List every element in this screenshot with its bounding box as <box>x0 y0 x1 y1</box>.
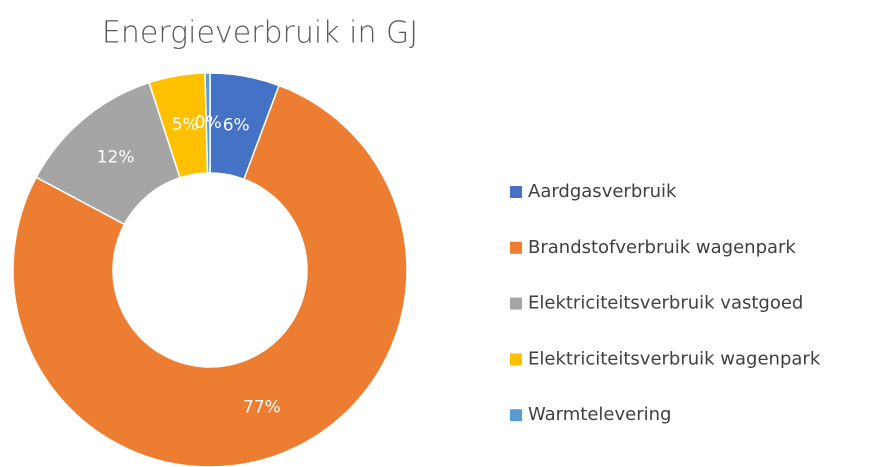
legend-label: Brandstofverbruik wagenpark <box>528 237 796 258</box>
data-label: 0% <box>195 113 222 133</box>
legend-label: Aardgasverbruik <box>528 181 677 202</box>
legend-label: Elektriciteitsverbruik wagenpark <box>528 348 821 369</box>
legend-swatch <box>510 241 522 254</box>
legend-label: Elektriciteitsverbruik vastgoed <box>528 293 803 314</box>
data-label: 5% <box>172 115 199 135</box>
legend-swatch <box>510 409 522 422</box>
donut-slice <box>204 72 211 174</box>
legend-swatch <box>510 186 522 198</box>
legend-swatch <box>510 297 522 310</box>
chart-title: Energieverbruik in GJ <box>102 16 418 51</box>
legend-label: Warmtelevering <box>528 404 671 425</box>
legend-swatch <box>510 353 522 366</box>
data-label: 12% <box>97 147 135 167</box>
data-label: 77% <box>243 398 281 418</box>
donut-slice <box>12 84 408 467</box>
data-label: 6% <box>223 115 250 135</box>
